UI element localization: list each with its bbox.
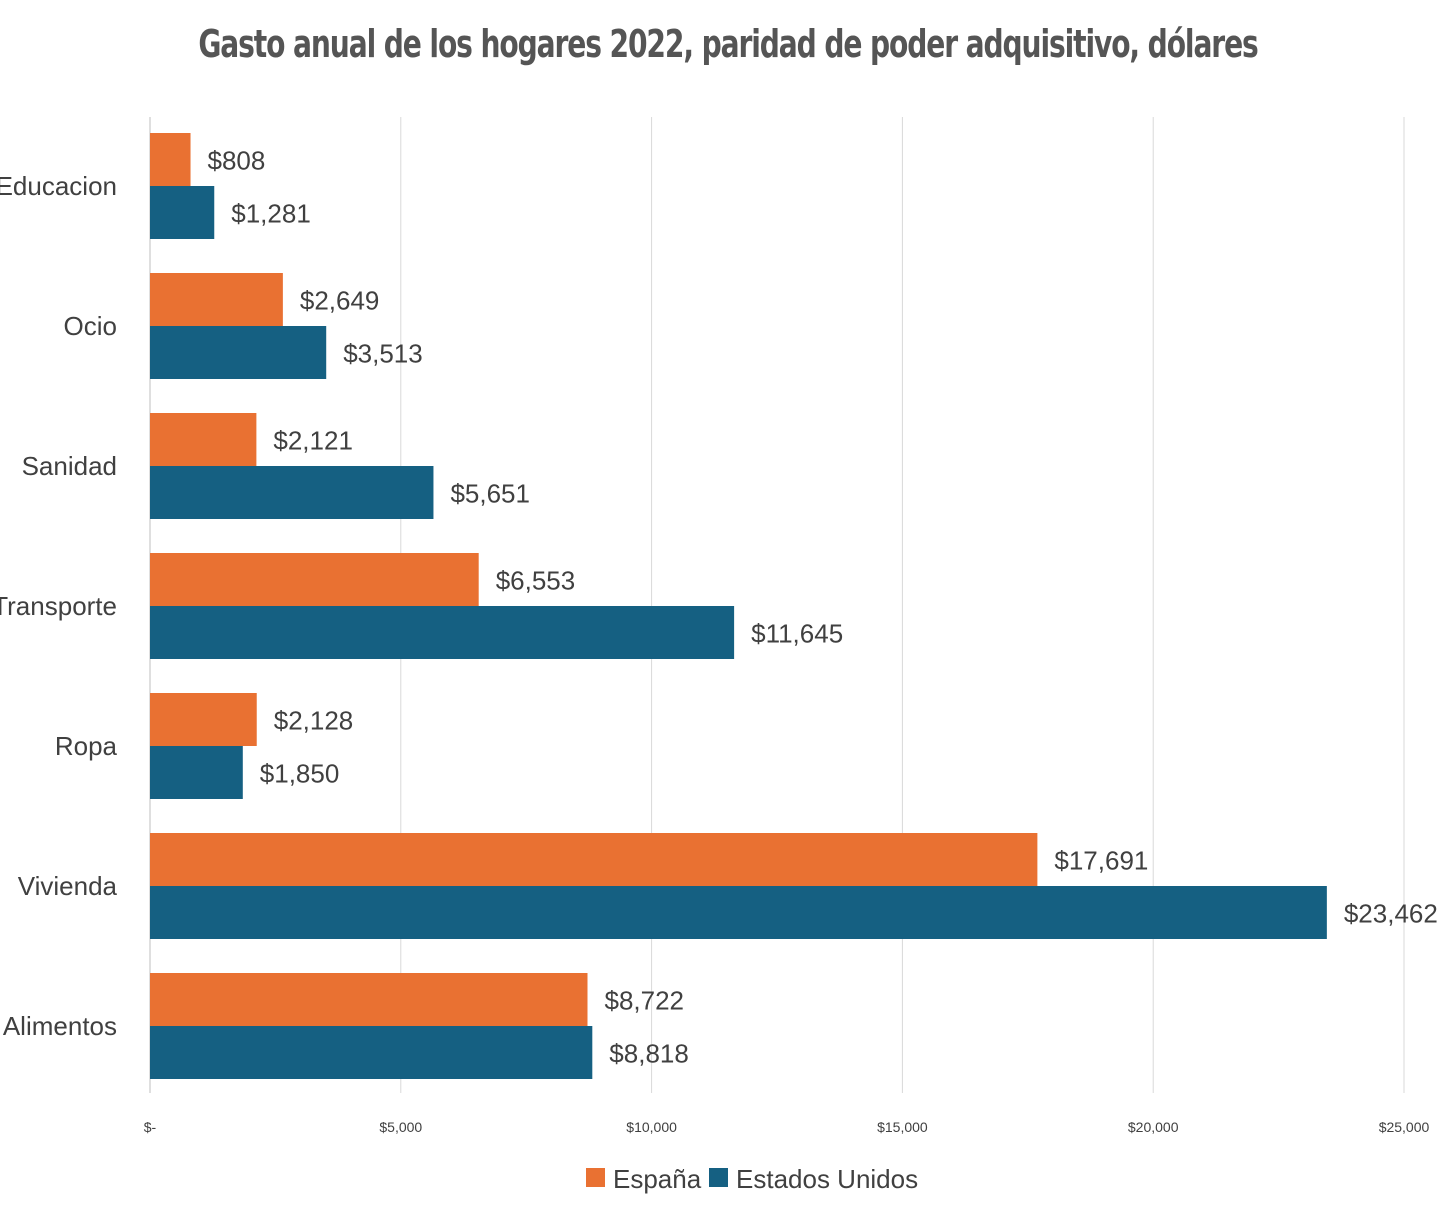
data-label: $5,651 xyxy=(450,479,530,509)
category-label: Transporte xyxy=(0,591,117,621)
legend-label: España xyxy=(613,1164,702,1194)
x-tick-label: $- xyxy=(144,1119,157,1135)
bar-estados-unidos xyxy=(150,1026,593,1079)
bar-espana xyxy=(150,273,283,326)
data-label: $1,850 xyxy=(260,759,340,789)
bar-estados-unidos xyxy=(150,186,215,239)
bars xyxy=(150,133,1327,1079)
data-label: $17,691 xyxy=(1054,846,1148,876)
bar-espana xyxy=(150,553,479,606)
legend-label: Estados Unidos xyxy=(736,1164,918,1194)
labels: $- $5,000 $10,000 $15,000 $20,000 $25,000 Educ… xyxy=(0,146,1438,1136)
data-label: $6,553 xyxy=(496,566,576,596)
data-label: $1,281 xyxy=(231,199,311,229)
legend-swatch xyxy=(586,1168,605,1187)
category-label: Ocio xyxy=(64,311,117,341)
data-label: $3,513 xyxy=(343,339,423,369)
bar-espana xyxy=(150,133,191,186)
category-label: Alimentos xyxy=(3,1011,117,1041)
x-tick-label: $5,000 xyxy=(379,1119,422,1135)
data-label: $8,722 xyxy=(604,986,684,1016)
x-tick-label: $20,000 xyxy=(1128,1119,1179,1135)
bar-estados-unidos xyxy=(150,326,327,379)
bar-estados-unidos xyxy=(150,606,735,659)
data-label: $2,121 xyxy=(273,426,353,456)
category-label: Educacion xyxy=(0,171,117,201)
bar-estados-unidos xyxy=(150,466,434,519)
data-label: $2,649 xyxy=(300,286,380,316)
data-label: $8,818 xyxy=(609,1039,689,1069)
legend-swatch xyxy=(709,1168,728,1187)
bar-espana xyxy=(150,833,1038,886)
category-label: Ropa xyxy=(55,731,118,761)
chart-title: Gasto anual de los hogares 2022, paridad… xyxy=(198,22,1258,66)
legend: España Estados Unidos xyxy=(586,1164,918,1194)
category-label: Vivienda xyxy=(18,871,118,901)
data-label: $808 xyxy=(208,146,266,176)
bar-espana xyxy=(150,973,588,1026)
data-label: $11,645 xyxy=(751,619,843,649)
bar-estados-unidos xyxy=(150,886,1327,939)
x-tick-label: $25,000 xyxy=(1379,1119,1430,1135)
bar-estados-unidos xyxy=(150,746,243,799)
bar-espana xyxy=(150,413,257,466)
x-tick-label: $10,000 xyxy=(626,1119,677,1135)
category-label: Sanidad xyxy=(22,451,117,481)
bar-espana xyxy=(150,693,257,746)
data-label: $23,462 xyxy=(1344,899,1438,929)
data-label: $2,128 xyxy=(274,706,354,736)
x-tick-label: $15,000 xyxy=(877,1119,928,1135)
